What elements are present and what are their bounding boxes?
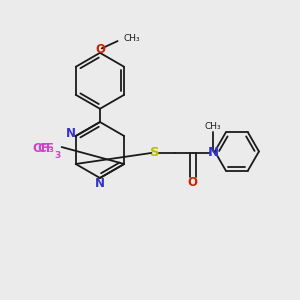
Text: 3: 3 [54,151,60,160]
Text: CH₃: CH₃ [124,34,140,43]
Text: N: N [66,127,76,140]
Text: CF₃: CF₃ [32,142,54,155]
Text: S: S [150,146,159,159]
Text: CF: CF [38,142,54,155]
Text: N: N [208,146,219,159]
Text: CH₃: CH₃ [205,122,222,131]
Text: O: O [188,176,198,189]
Text: O: O [95,44,105,56]
Text: N: N [95,177,105,190]
